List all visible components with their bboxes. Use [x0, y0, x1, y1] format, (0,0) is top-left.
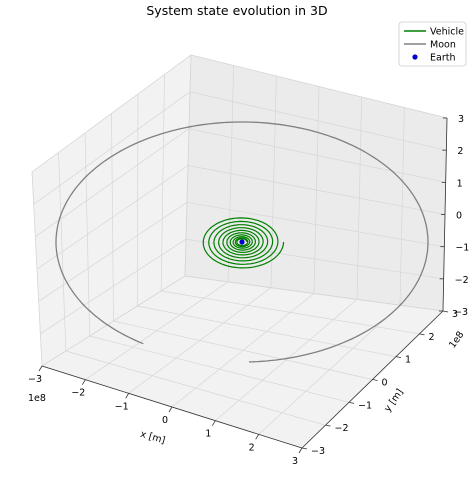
- y-tick-label-3: 0: [382, 378, 388, 389]
- grid-left-z-6: [31, 54, 192, 173]
- vehicle-trajectory-line: [202, 217, 285, 269]
- y-tick-label-1: −2: [335, 423, 349, 434]
- z-tick-label-0: −3: [454, 307, 468, 318]
- x-tick-mark-6: [298, 447, 303, 454]
- grid-back-z-6: [190, 54, 448, 119]
- legend-label-earth: Earth: [430, 53, 455, 64]
- y-offset-label: 1e8: [447, 330, 466, 351]
- x-tick-label-6: 3: [292, 456, 298, 467]
- x-tick-label-5: 2: [249, 442, 255, 453]
- y-tick-label-2: −1: [358, 400, 372, 411]
- y-tick-label-6: 3: [452, 309, 458, 320]
- series-layer: [55, 121, 429, 363]
- x-tick-label-3: 0: [162, 415, 168, 426]
- x-tick-mark-3: [168, 406, 173, 413]
- z-tick-label-4: 1: [457, 178, 463, 189]
- chart-title: System state evolution in 3D: [146, 3, 327, 18]
- y-axis-label: y [m]: [382, 387, 406, 414]
- grid-left-z-5: [33, 91, 191, 205]
- x-tick-mark-5: [255, 434, 260, 440]
- z-tick-label-2: −1: [455, 243, 469, 254]
- y-tick-label-4: 1: [405, 355, 411, 366]
- x-tick-label-2: −1: [115, 401, 129, 412]
- x-axis-label: x [m]: [139, 429, 166, 447]
- y-tick-mark-3: [372, 379, 378, 381]
- x-tick-label-1: −2: [71, 388, 85, 399]
- x-tick-mark-4: [211, 420, 216, 426]
- y-tick-mark-6: [442, 310, 449, 313]
- grid-left-y-6: [184, 54, 192, 277]
- grid-back-z-5: [189, 91, 447, 151]
- y-tick-mark-2: [348, 401, 355, 404]
- z-tick-label-1: −2: [455, 275, 469, 286]
- gridlines: [31, 54, 448, 449]
- legend-label-moon: Moon: [430, 40, 456, 51]
- legend-label-vehicle: Vehicle: [430, 27, 464, 38]
- grid-floor-y-5: [161, 290, 420, 335]
- y-tick-mark-0: [301, 447, 308, 450]
- pane-back: [184, 54, 448, 312]
- y-tick-label-5: 2: [429, 332, 435, 343]
- y-tick-mark-4: [395, 356, 402, 359]
- x-tick-label-4: 1: [205, 429, 211, 440]
- x-tick-mark-1: [81, 379, 86, 385]
- y-tick-mark-5: [419, 333, 425, 336]
- x-tick-mark-2: [125, 393, 130, 399]
- z-tick-label-6: 3: [458, 114, 464, 125]
- y-tick-mark-1: [325, 424, 331, 427]
- y-tick-label-0: −3: [311, 446, 325, 457]
- z-tick-label-3: 0: [456, 211, 462, 222]
- moon-orbit-line: [55, 121, 429, 363]
- x-tick-mark-0: [38, 365, 43, 372]
- legend-swatch-earth: [412, 54, 418, 60]
- z-tick-label-5: 2: [457, 146, 463, 157]
- earth-point: [239, 239, 245, 245]
- axes-panes: [31, 54, 448, 449]
- tick-marks: [38, 117, 449, 454]
- x-tick-label-0: −3: [28, 374, 42, 385]
- x-offset-label: 1e8: [28, 393, 46, 404]
- legend: Vehicle Moon Earth: [398, 21, 467, 67]
